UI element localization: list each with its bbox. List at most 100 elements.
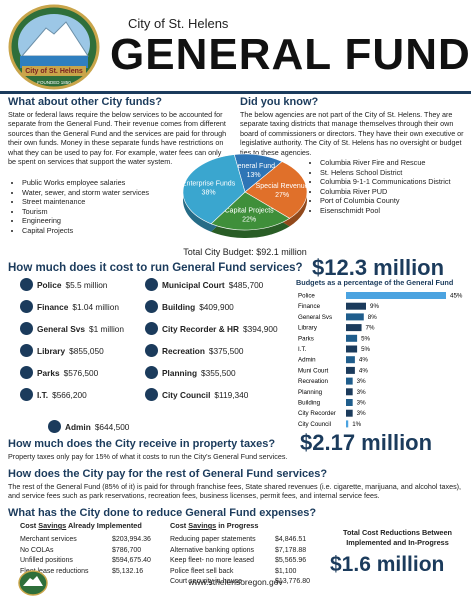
page-title: GENERAL FUND	[110, 30, 471, 79]
bar-label: Planning	[298, 389, 323, 396]
cost-item: Municipal Court $485,700	[145, 278, 263, 291]
bar-value: 4%	[359, 357, 368, 364]
row-amount: $5,132.16	[112, 567, 144, 575]
cost-amount: $1 million	[88, 323, 125, 334]
cost-amount: $355,500	[201, 367, 236, 378]
cost-amount: $5.5 million	[65, 279, 108, 290]
footer-url: www.sthelensoregon.gov	[188, 577, 283, 587]
row-amount: $203,994.36	[112, 536, 151, 543]
row-label: Fleet lease reductions	[20, 567, 89, 575]
bar	[346, 292, 446, 299]
bar-value: 9%	[370, 303, 379, 310]
icon	[20, 366, 33, 379]
title-part: Already Implemented	[66, 521, 142, 530]
bar-value: 3%	[357, 378, 366, 385]
table-title: Cost Savings Already Implemented	[20, 521, 142, 532]
bar-label: General Svs	[298, 314, 332, 321]
cost-item: Finance $1.04 million	[20, 300, 119, 313]
row-label: Police fleet sell back	[170, 567, 234, 575]
icon	[20, 388, 33, 401]
title-part: Cost	[20, 521, 39, 530]
list-item: St. Helens School District	[320, 168, 471, 178]
bar-value: 4%	[359, 367, 368, 374]
icon	[48, 420, 61, 433]
cost-amount: $394,900	[243, 323, 278, 334]
list-item: Street maintenance	[22, 197, 172, 207]
slice-label: General Fund	[232, 163, 275, 170]
bar	[346, 345, 358, 353]
section-heading: What about other City funds?	[8, 96, 162, 108]
pie-chart: General Fund 13% Special Revenue 27% Capital…	[182, 153, 309, 238]
cost-item: Parks $576,500	[20, 366, 98, 379]
paragraph: State or federal laws require the below …	[8, 110, 227, 167]
cost-label: Recreation	[162, 345, 205, 356]
row-amount: $594,675.40	[112, 557, 151, 565]
pie-slice	[244, 161, 308, 219]
row-amount: $5,565.96	[275, 557, 307, 565]
footer-seal	[18, 570, 48, 596]
cost-label: Police	[37, 279, 62, 290]
slice-label: Special Revenue	[256, 183, 309, 190]
city-seal: City of St. Helens FOUNDED 1850	[8, 4, 100, 90]
cost-amount: $576,500	[63, 367, 99, 378]
cost-item: I.T. $566,200	[20, 388, 87, 401]
list-item: Columbia River PUD	[320, 187, 471, 197]
bar-value: 3%	[357, 389, 366, 396]
bar-value: 5%	[361, 335, 370, 342]
icon	[145, 344, 158, 357]
header-rule	[0, 91, 471, 94]
section-heading: How does the City pay for the rest of Ge…	[8, 468, 328, 480]
bar-label: Building	[298, 400, 321, 407]
cost-item: Police $5.5 million	[20, 278, 107, 291]
cost-label: Parks	[37, 367, 60, 378]
cost-amount: $644,500	[94, 421, 130, 432]
bar-value: 3%	[357, 400, 366, 407]
slice-label: Capital Projects	[225, 208, 275, 215]
bar	[346, 420, 349, 428]
cost-item: Building $409,900	[145, 300, 234, 313]
slice-label: Enterprise Funds	[182, 180, 236, 187]
icon	[145, 300, 158, 313]
row-label: Court security in-house	[170, 578, 242, 586]
cost-item: Library $855,050	[20, 344, 104, 357]
cost-item: Admin $644,500	[48, 420, 129, 433]
cost-item: Planning $355,500	[145, 366, 236, 379]
cost-item: City Recorder & HR $394,900	[145, 322, 278, 335]
pie-slice	[210, 191, 291, 231]
list-item: Tourism	[22, 207, 172, 217]
row-label: Unfilled positions	[20, 557, 73, 565]
cost-item: General Svs $1 million	[20, 322, 124, 335]
row-label: No COLAs	[20, 546, 54, 554]
cost-item: Recreation $375,500	[145, 344, 244, 357]
cost-label: I.T.	[37, 389, 49, 400]
cost-label: City Council	[162, 389, 211, 400]
cost-item: City Council $119,340	[145, 388, 248, 401]
bar	[346, 356, 355, 364]
table-title: Cost Savings in Progress	[170, 521, 258, 532]
bar-value: 8%	[368, 314, 377, 321]
list-item: Capital Projects	[22, 226, 172, 236]
bar-label: Finance	[298, 303, 321, 310]
bar-value: 7%	[366, 325, 375, 332]
bar	[346, 313, 364, 321]
cost-amount: $566,200	[52, 389, 87, 400]
row-label: Keep fleet- no more leased	[170, 557, 255, 565]
bar-label: City Recorder	[298, 410, 336, 417]
cost-label: Municipal Court	[162, 279, 225, 290]
icon	[145, 322, 158, 335]
title-part: in Progress	[216, 521, 259, 530]
list-item: Port of Columbia County	[320, 196, 471, 206]
cost-label: Library	[37, 345, 66, 356]
cost-amount: $855,050	[69, 345, 104, 356]
city-name: City of St. Helens	[128, 16, 229, 31]
slice-value: 27%	[275, 192, 289, 199]
list-item: Water, sewer, and storm water services	[22, 188, 172, 198]
list-item: Engineering	[22, 216, 172, 226]
list-item: Eisenschmidt Pool	[320, 206, 471, 216]
bar-value: 3%	[357, 410, 366, 417]
row-amount: $4,846.51	[275, 536, 307, 543]
bar	[346, 324, 362, 332]
fund-list: Public Works employee salariesWater, sew…	[12, 178, 172, 236]
title-part: Savings	[38, 521, 67, 530]
